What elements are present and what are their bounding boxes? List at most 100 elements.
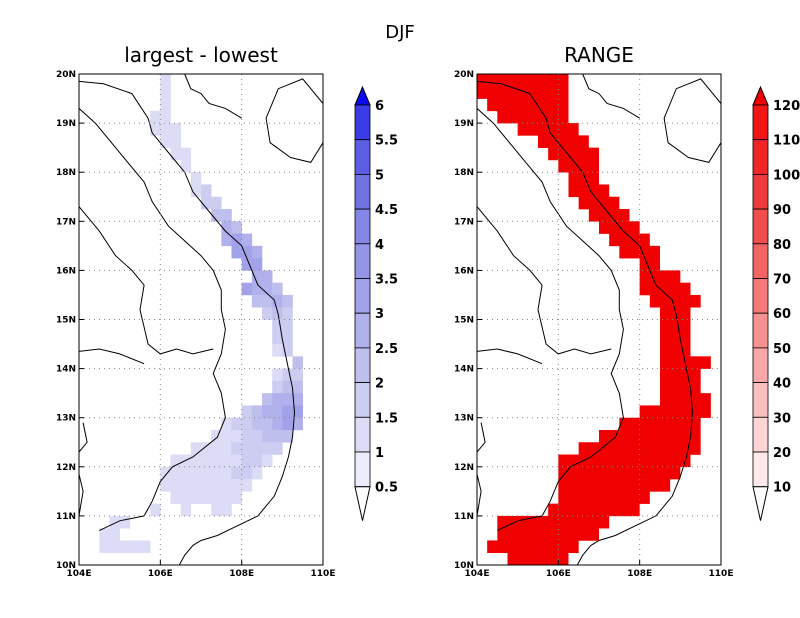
lat-tick-label: 19N (56, 119, 76, 129)
colorbar-label: 2 (375, 377, 384, 392)
heatmap-cell (190, 454, 202, 468)
lon-tick-label: 110E (311, 569, 336, 579)
heatmap-cell (272, 368, 283, 382)
heatmap-cell (241, 429, 253, 443)
colorbar-segment (752, 243, 769, 279)
heatmap-cell (201, 454, 212, 468)
heatmap-cell (282, 368, 293, 382)
colorbar-label: 5.5 (375, 134, 398, 149)
heatmap-cell (211, 466, 222, 480)
border-laos-cambodia (79, 108, 226, 532)
heatmap-cell (262, 454, 273, 468)
lat-tick-label: 12N (56, 463, 76, 473)
heatmap-cell (221, 491, 232, 504)
heatmap-cell-row (599, 221, 640, 234)
heatmap-cell (160, 110, 171, 124)
heatmap-cell (262, 282, 273, 296)
lat-tick-label: 18N (56, 168, 76, 178)
heatmap-cell-row (477, 74, 569, 87)
heatmap-cell (262, 270, 273, 283)
heatmap-cell (211, 429, 222, 443)
colorbar-left: 0.5 1 1.5 2 2.5 3 3.5 4 4.5 5 5.5 6 (354, 85, 398, 521)
heatmap-cell (221, 429, 232, 443)
heatmap-cell (201, 479, 212, 492)
heatmap-cell-row (660, 393, 711, 406)
colorbar-segment (752, 416, 769, 453)
colorbar-label: 40 (773, 377, 791, 392)
heatmap-cell (180, 147, 192, 161)
heatmap-cell-row (649, 294, 701, 308)
heatmap-cell (231, 442, 242, 455)
heatmap-cells-left (99, 74, 303, 554)
heatmap-cell-row (660, 368, 701, 382)
heatmap-cell (231, 233, 242, 247)
heatmap-cell (282, 294, 293, 308)
heatmap-cell-row (568, 172, 599, 185)
heatmap-cell (99, 528, 110, 541)
colorbar-segment (354, 278, 371, 314)
heatmap-cell (292, 393, 303, 406)
grid-right (477, 74, 721, 565)
colorbar-segment (354, 382, 371, 418)
colorbar-label: 30 (773, 411, 791, 426)
heatmap-cell (190, 466, 202, 480)
heatmap-cell (221, 479, 232, 492)
heatmap-cell-row (660, 331, 691, 345)
colorbar-segment (752, 451, 769, 488)
colorbar-label: 80 (773, 238, 791, 253)
heatmap-cell (241, 466, 253, 480)
heatmap-cell (272, 307, 283, 320)
colorbar-label: 3 (375, 307, 384, 322)
heatmap-cell (221, 417, 232, 431)
colorbar-arrow-bottom (354, 486, 371, 521)
colorbar-arrow-bottom (752, 486, 769, 521)
coastline-north (582, 74, 640, 119)
colorbar-label: 70 (773, 273, 791, 288)
heatmap-cell (170, 479, 181, 492)
heatmap-cell (251, 417, 263, 431)
heatmap-cell (282, 429, 293, 443)
heatmap-cell (231, 429, 242, 443)
colorbar-segment (752, 312, 769, 349)
heatmap-cell (201, 491, 212, 504)
heatmap-cell (119, 515, 131, 529)
colorbar-segment (354, 312, 371, 349)
heatmap-cell (241, 454, 253, 468)
colorbar-label: 1.5 (375, 411, 398, 426)
heatmap-cell (251, 258, 263, 271)
hainan-coast (663, 78, 721, 163)
figure-title: DJF (385, 22, 415, 43)
heatmap-cell (251, 270, 263, 283)
heatmap-cell-row (660, 319, 691, 333)
heatmap-cell (150, 110, 161, 124)
heatmap-cell (251, 294, 263, 308)
colorbar-right: 10 20 30 40 50 60 70 80 90 100 110 120 (752, 85, 800, 521)
heatmap-cell (262, 429, 273, 443)
heatmap-cell (150, 123, 161, 136)
heatmap-cell-row (588, 209, 630, 222)
heatmap-cell (221, 454, 232, 468)
heatmap-cell (262, 393, 273, 406)
colorbar-arrow-top (354, 85, 371, 106)
border-laos-thailand (79, 206, 214, 355)
heatmap-cell-row (660, 380, 701, 394)
lat-tick-label: 17N (454, 217, 474, 227)
heatmap-cell (292, 356, 303, 369)
lon-tick-label: 104E (465, 569, 490, 579)
lat-tick-label: 17N (56, 217, 76, 227)
heatmap-cell (251, 454, 263, 468)
heatmap-cell (231, 491, 242, 504)
colorbar-label: 0.5 (375, 481, 398, 496)
heatmap-cell (272, 417, 283, 431)
heatmap-cell (282, 405, 293, 418)
heatmap-cell-row (639, 282, 691, 296)
colorbar-segment (752, 104, 769, 141)
lon-tick-label: 108E (627, 569, 652, 579)
heatmap-cell-row (660, 344, 691, 357)
heatmap-cell (272, 405, 283, 418)
heatmap-cell (160, 98, 171, 112)
heatmap-cell (109, 528, 120, 541)
colorbar-label: 90 (773, 203, 791, 218)
heatmap-cell (241, 405, 253, 418)
